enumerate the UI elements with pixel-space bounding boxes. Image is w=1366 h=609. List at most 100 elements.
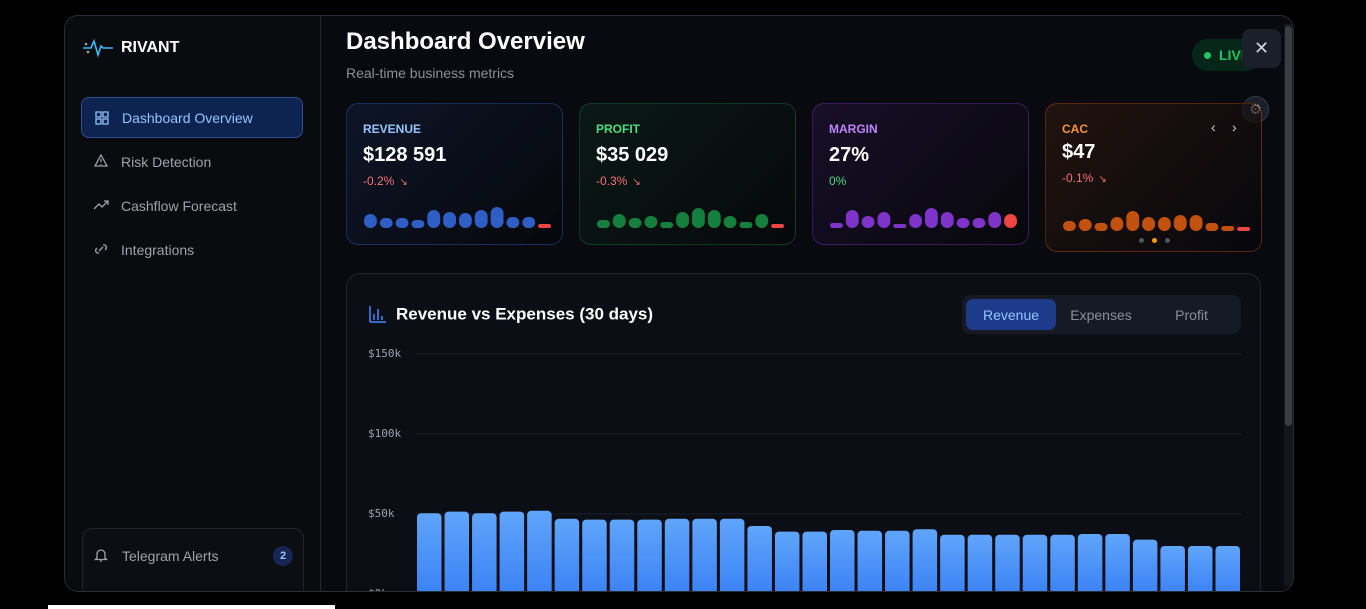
spark-bar [1004, 214, 1017, 228]
spark-bar [459, 213, 472, 228]
page-dot [1165, 238, 1170, 243]
spark-bar [597, 220, 610, 228]
kpi-change: -0.1% ↘ [1062, 171, 1107, 185]
bar [1160, 546, 1185, 591]
icon-path [95, 244, 107, 254]
sparkline [364, 207, 551, 228]
kpi-label: REVENUE [363, 122, 422, 136]
live-dot [1204, 52, 1211, 59]
spark-bar [972, 218, 986, 228]
kpi-change: -0.3% ↘ [596, 174, 641, 188]
app-window: RIVANT Dashboard Overview Risk Detection C… [64, 15, 1294, 592]
chart: Revenue vs Expenses (30 days) $0k $50k $10… [368, 304, 1242, 591]
brand: RIVANT [121, 39, 180, 56]
kpi-value: $128 591 [363, 144, 447, 166]
spark-bar [940, 212, 954, 228]
tab[interactable]: Profit [1175, 306, 1208, 323]
nav-icon [93, 200, 109, 210]
bar [1215, 546, 1240, 591]
bar [1105, 534, 1130, 591]
spark-bar [845, 210, 859, 228]
spark-bar [628, 218, 642, 228]
spark-bar [644, 216, 658, 228]
spark-bar [1142, 217, 1155, 231]
sparkline [597, 208, 784, 228]
nav-item[interactable]: Cashflow Forecast [81, 185, 303, 226]
spark-bar [909, 214, 922, 228]
spark-bar [427, 210, 441, 228]
spark-bar [1173, 215, 1187, 231]
kpi-label: PROFIT [596, 122, 640, 136]
bar [857, 530, 883, 591]
spark-bar [676, 212, 689, 228]
spark-bar [1126, 211, 1140, 231]
bar [995, 534, 1020, 591]
kpi-card: MARGIN 27% 0% [812, 103, 1029, 245]
scrollbar-track [1284, 24, 1293, 586]
spark-bar [755, 214, 769, 228]
spark-bar [739, 222, 753, 228]
y-tick-label: $100k [368, 427, 401, 440]
bar [1077, 534, 1103, 591]
chart-icon [369, 306, 386, 323]
bar [1187, 546, 1213, 591]
alerts-badge: 2 [273, 546, 293, 566]
spark-bar [660, 222, 674, 228]
bar [417, 513, 442, 591]
chart-title: Revenue vs Expenses (30 days) [396, 304, 653, 323]
prev-button[interactable]: ‹ [1211, 119, 1216, 135]
bar [774, 531, 800, 591]
spark-bar [538, 224, 551, 228]
spark-bar [861, 216, 875, 228]
logo [83, 38, 113, 58]
tab[interactable]: Revenue [966, 299, 1056, 330]
spark-bar [877, 212, 891, 228]
bar [692, 518, 717, 591]
spark-bar [1078, 219, 1092, 231]
bell-icon [94, 549, 108, 562]
spark-bar [1205, 223, 1219, 231]
down-arrow: ↘ [1098, 174, 1107, 185]
nav-item[interactable]: Dashboard Overview [81, 97, 303, 138]
bar [967, 534, 993, 591]
bar [1022, 534, 1048, 591]
scrollbar-thumb[interactable] [1285, 26, 1292, 426]
spark-bar [443, 212, 456, 228]
y-tick-label: $50k [368, 507, 395, 520]
next-button[interactable]: › [1232, 119, 1237, 135]
spark-bar [506, 217, 520, 228]
alerts-card[interactable]: Telegram Alerts 2 [82, 528, 304, 591]
nav-label: Cashflow Forecast [121, 197, 237, 214]
nav-item[interactable]: Integrations [81, 229, 303, 270]
spark-bar [1221, 226, 1235, 231]
nav-label: Integrations [121, 241, 195, 258]
spark-bar [490, 207, 504, 228]
bar [885, 530, 910, 591]
tab[interactable]: Expenses [1070, 306, 1132, 323]
icon-path [95, 111, 109, 125]
close-button[interactable]: ✕ [1242, 29, 1281, 68]
kpi-label: MARGIN [829, 122, 878, 136]
kpi-change-value: -0.3% [596, 174, 628, 188]
spark-bar [830, 223, 843, 228]
bar [637, 519, 662, 591]
bar [912, 529, 938, 591]
kpi-value: $47 [1062, 141, 1096, 163]
bar [747, 526, 772, 591]
spark-bar [956, 218, 970, 228]
bar [499, 511, 525, 591]
icon-path [93, 200, 109, 210]
nav-item[interactable]: Risk Detection [81, 141, 303, 182]
spark-bar [1158, 217, 1171, 231]
bar [802, 531, 827, 591]
spark-bar [1110, 217, 1124, 231]
sidebar: RIVANT Dashboard Overview Risk Detection C… [65, 16, 321, 591]
icon-path [93, 153, 109, 167]
bar [554, 518, 580, 591]
bar [527, 510, 552, 591]
down-arrow: ↘ [399, 177, 408, 188]
kpi-value: $35 029 [596, 144, 669, 166]
y-tick-label: $150k [368, 347, 401, 360]
tabs: Revenue Expenses Profit [962, 295, 1241, 334]
